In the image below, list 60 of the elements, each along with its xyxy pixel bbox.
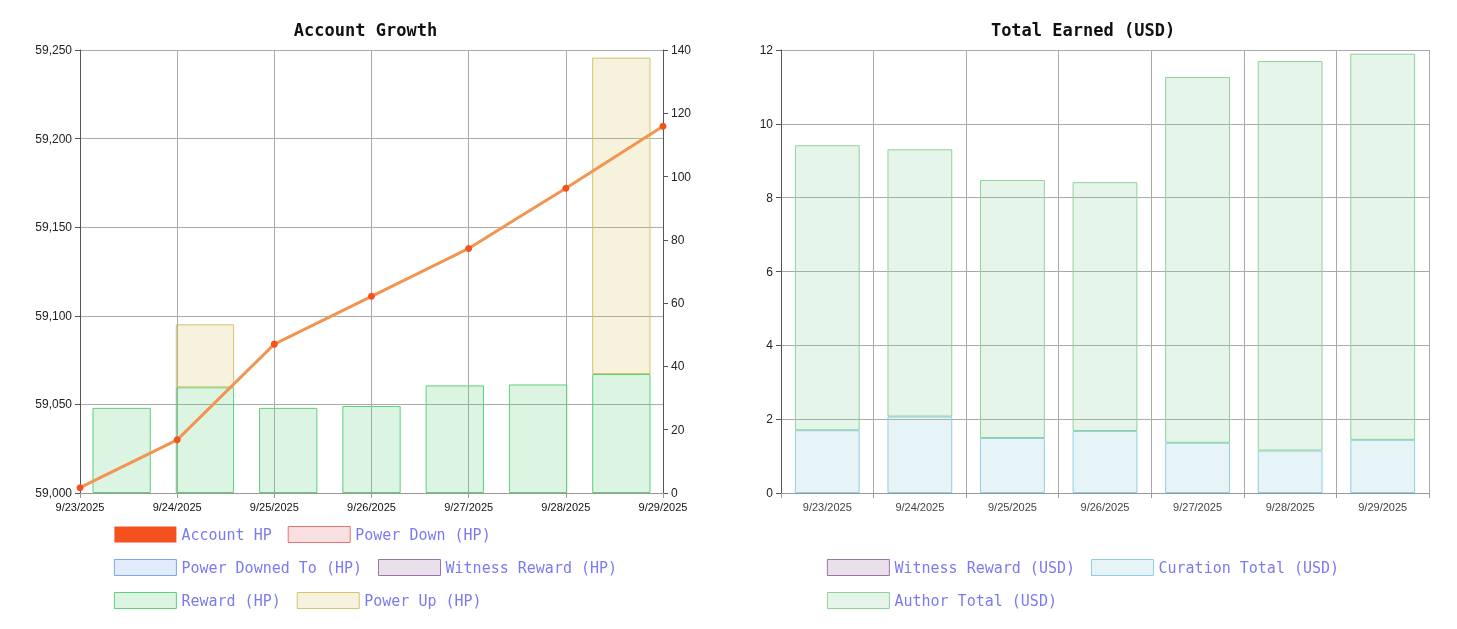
y-tick-label: 12: [759, 43, 774, 57]
x-tick-label: 9/27/2025: [1173, 500, 1223, 513]
y-tick-label: 8: [766, 190, 774, 205]
bar: [1257, 61, 1323, 451]
bar: [1072, 430, 1138, 493]
y2-tick-label: 40: [671, 359, 685, 374]
y2-tick-label: 60: [671, 296, 685, 311]
y-tick-label: 0: [766, 486, 774, 500]
y-tick-label: 59,050: [35, 397, 73, 412]
x-tick-label: 9/24/2025: [895, 500, 945, 513]
bar: [1072, 182, 1138, 431]
bar: [887, 149, 953, 417]
bar: [1257, 450, 1323, 493]
bar: [1165, 442, 1230, 493]
x-tick-label: 9/29/2025: [1358, 500, 1408, 513]
x-tick-label: 9/27/2025: [444, 500, 494, 513]
bar: [1350, 439, 1416, 493]
y-tick-label: 2: [766, 412, 774, 427]
bar: [980, 437, 1045, 493]
x-tick-label: 9/25/2025: [987, 500, 1037, 513]
y-tick-label: 4: [766, 338, 774, 353]
y2-tick-label: 20: [671, 422, 685, 437]
legend-label: Curation Total (USD): [1158, 558, 1340, 577]
y-tick-label: 59,150: [35, 220, 73, 235]
bar: [794, 430, 860, 493]
y2-tick-label: 120: [671, 106, 692, 121]
y2-tick-label: 80: [671, 232, 685, 247]
x-tick-label: 9/25/2025: [249, 500, 299, 513]
y-tick-label: 10: [759, 116, 774, 131]
legend-label: Reward (HP): [181, 591, 281, 610]
legend-label: Author Total (USD): [894, 591, 1057, 610]
x-tick-label: 9/26/2025: [347, 500, 396, 513]
y2-tick-label: 140: [671, 43, 692, 57]
legend-label: Witness Reward (HP): [445, 558, 618, 577]
x-tick-label: 9/23/2025: [55, 500, 105, 513]
y-tick-label: 59,000: [35, 486, 73, 500]
legend-label: Power Up (HP): [364, 591, 482, 610]
x-tick-label: 9/23/2025: [802, 500, 852, 513]
y2-tick-label: 100: [671, 169, 692, 184]
x-tick-label: 9/29/2025: [638, 500, 688, 513]
legend-label: Account HP: [181, 525, 272, 544]
legend-label: Power Downed To (HP): [181, 558, 363, 577]
y2-tick-label: 0: [671, 486, 678, 500]
legend-label: Power Down (HP): [355, 525, 491, 544]
y-tick-label: 59,250: [35, 43, 73, 57]
y-tick-label: 59,200: [35, 131, 73, 146]
y-tick-label: 59,100: [35, 308, 73, 323]
x-tick-label: 9/28/2025: [1265, 500, 1315, 513]
x-tick-label: 9/26/2025: [1080, 500, 1130, 513]
x-tick-label: 9/28/2025: [541, 500, 591, 513]
bar: [980, 179, 1045, 438]
bar: [1165, 76, 1230, 443]
y-tick-label: 6: [766, 264, 774, 279]
bar: [794, 145, 860, 431]
bar: [1350, 53, 1416, 440]
chart-title: Total Earned (USD): [990, 19, 1176, 40]
legend-label: Witness Reward (USD): [894, 558, 1076, 577]
x-tick-label: 9/24/2025: [152, 500, 202, 513]
chart-title: Account Growth: [293, 19, 438, 40]
bar: [887, 416, 953, 493]
